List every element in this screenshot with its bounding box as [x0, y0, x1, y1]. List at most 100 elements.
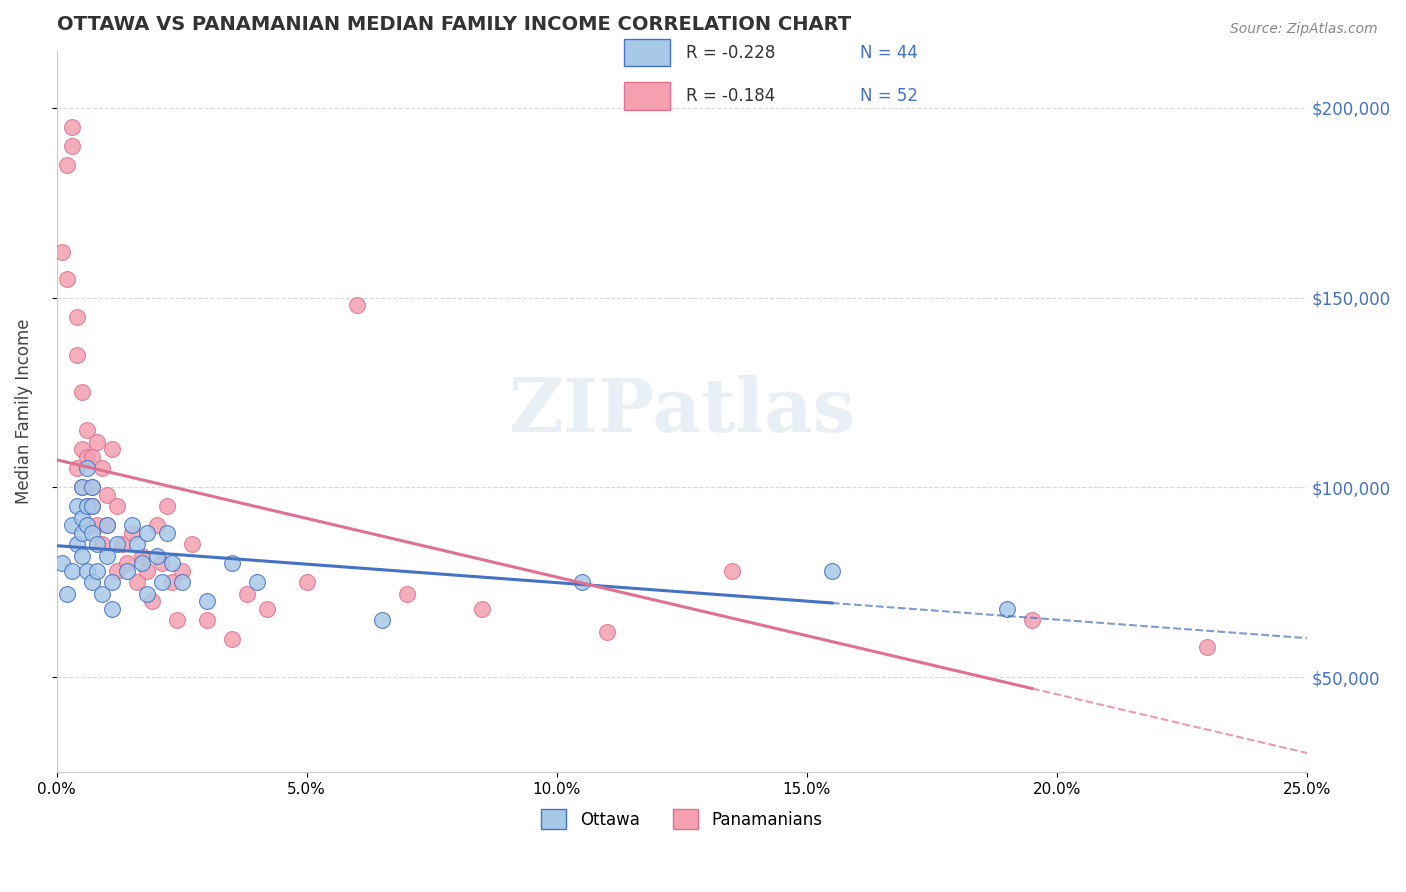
Point [65, 461, 87, 475]
Y-axis label: Median Family Income: Median Family Income [15, 318, 32, 504]
Point [135, 525, 157, 540]
Bar [624, 38, 669, 67]
Point [60, 120, 83, 134]
Point [70, 510, 93, 524]
Point [80, 450, 103, 464]
Point [60, 138, 83, 153]
Point [821, 564, 844, 578]
Point [86, 537, 108, 551]
Point [76, 450, 98, 464]
Bar [624, 82, 669, 110]
Point [65, 347, 87, 361]
Point [60, 564, 83, 578]
Point [80, 500, 103, 514]
Point [55, 587, 77, 601]
Point [70, 549, 93, 563]
Point [100, 575, 122, 590]
Point [370, 613, 392, 627]
Point [80, 525, 103, 540]
Point [471, 602, 494, 616]
Text: Source: ZipAtlas.com: Source: ZipAtlas.com [1230, 22, 1378, 37]
Point [135, 564, 157, 578]
Point [1021, 613, 1043, 627]
Point [170, 564, 193, 578]
Point [221, 632, 243, 647]
Point [105, 537, 128, 551]
Point [80, 480, 103, 494]
Point [65, 310, 87, 324]
Point [195, 613, 218, 627]
Point [596, 624, 619, 639]
Point [125, 537, 148, 551]
Point [51, 245, 73, 260]
Legend: Ottawa, Panamanians: Ottawa, Panamanians [534, 802, 830, 836]
Point [256, 602, 278, 616]
Point [160, 575, 183, 590]
Text: OTTAWA VS PANAMANIAN MEDIAN FAMILY INCOME CORRELATION CHART: OTTAWA VS PANAMANIAN MEDIAN FAMILY INCOM… [56, 15, 851, 34]
Point [90, 537, 112, 551]
Point [145, 549, 167, 563]
Point [80, 575, 103, 590]
Point [221, 556, 243, 570]
Point [60, 518, 83, 533]
Point [160, 556, 183, 570]
Point [55, 271, 77, 285]
Point [180, 537, 202, 551]
Point [96, 518, 118, 533]
Point [96, 518, 118, 533]
Point [105, 564, 128, 578]
Point [80, 480, 103, 494]
Point [346, 298, 368, 312]
Point [145, 518, 167, 533]
Point [141, 594, 163, 608]
Point [121, 518, 143, 533]
Point [156, 500, 179, 514]
Point [1195, 640, 1218, 654]
Point [100, 602, 122, 616]
Point [70, 442, 93, 457]
Point [90, 587, 112, 601]
Point [170, 575, 193, 590]
Point [721, 564, 744, 578]
Point [121, 525, 143, 540]
Point [135, 587, 157, 601]
Point [55, 158, 77, 172]
Point [131, 556, 153, 570]
Point [86, 518, 108, 533]
Text: R = -0.228: R = -0.228 [686, 44, 776, 62]
Text: R = -0.184: R = -0.184 [686, 87, 776, 104]
Point [100, 442, 122, 457]
Point [246, 575, 269, 590]
Point [235, 587, 257, 601]
Point [70, 385, 93, 400]
Point [295, 575, 318, 590]
Point [96, 488, 118, 502]
Text: ZIPatlas: ZIPatlas [509, 375, 855, 448]
Point [150, 575, 173, 590]
Point [995, 602, 1018, 616]
Point [115, 564, 138, 578]
Point [70, 480, 93, 494]
Text: N = 44: N = 44 [860, 44, 918, 62]
Point [125, 575, 148, 590]
Point [76, 461, 98, 475]
Point [86, 434, 108, 449]
Point [156, 525, 179, 540]
Point [70, 525, 93, 540]
Point [65, 537, 87, 551]
Point [65, 500, 87, 514]
Point [76, 500, 98, 514]
Point [96, 549, 118, 563]
Point [76, 424, 98, 438]
Point [51, 556, 73, 570]
Point [80, 500, 103, 514]
Point [150, 556, 173, 570]
Point [111, 537, 134, 551]
Point [76, 564, 98, 578]
Point [395, 587, 418, 601]
Point [86, 564, 108, 578]
Point [115, 556, 138, 570]
Point [571, 575, 593, 590]
Point [76, 500, 98, 514]
Point [70, 480, 93, 494]
